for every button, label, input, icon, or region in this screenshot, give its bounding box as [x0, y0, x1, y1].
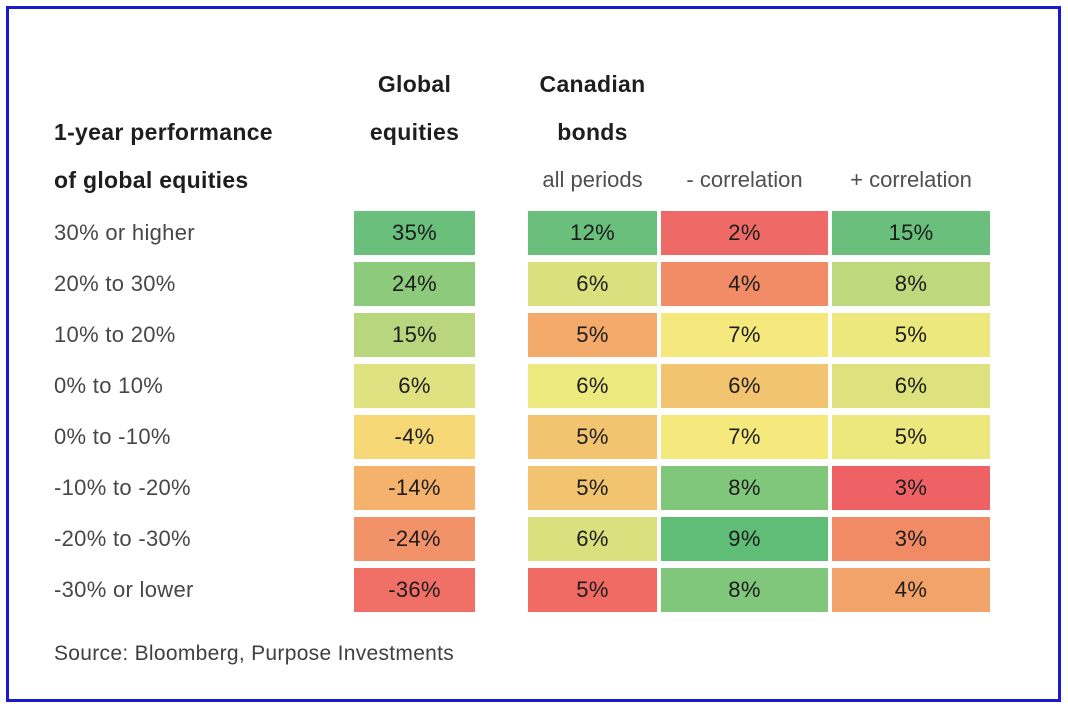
cell-neg-correlation: 8%: [661, 466, 828, 510]
global-equities-header-line2: equities: [369, 119, 460, 145]
column-header-pos-correlation: + correlation: [832, 54, 990, 204]
cell-neg-correlation: 2%: [661, 211, 828, 255]
cell-all-periods: 12%: [528, 211, 657, 255]
cell-global-equities: -4%: [354, 415, 475, 459]
cell-all-periods: 5%: [528, 466, 657, 510]
cell-all-periods: 6%: [528, 262, 657, 306]
column-gap: [479, 568, 524, 612]
column-header-neg-correlation: - correlation: [661, 54, 828, 204]
row-label: -30% or lower: [54, 577, 194, 602]
source-note: Source: Bloomberg, Purpose Investments: [54, 642, 455, 665]
canadian-bonds-header-line2: bonds: [557, 119, 628, 145]
cell-pos-correlation: 8%: [832, 262, 990, 306]
column-gap: [479, 415, 524, 459]
row-label: 30% or higher: [54, 220, 195, 245]
row-axis-title-line1: 1-year performance: [54, 119, 273, 145]
column-header-global-equities: Global equities: [354, 54, 475, 204]
row-axis-title-line2: of global equities: [54, 167, 249, 193]
cell-global-equities: -24%: [354, 517, 475, 561]
subheader-all-periods: all periods: [542, 167, 643, 192]
table-grid: 1-year performance of global equities Gl…: [54, 54, 990, 612]
cell-neg-correlation: 6%: [661, 364, 828, 408]
row-label: -10% to -20%: [54, 475, 191, 500]
cell-pos-correlation: 3%: [832, 517, 990, 561]
column-gap: [479, 517, 524, 561]
cell-global-equities: -14%: [354, 466, 475, 510]
cell-pos-correlation: 4%: [832, 568, 990, 612]
column-gap: [479, 262, 524, 306]
header-gap-column: [479, 54, 524, 204]
cell-pos-correlation: 5%: [832, 313, 990, 357]
row-label: 0% to 10%: [54, 373, 164, 398]
cell-pos-correlation: 3%: [832, 466, 990, 510]
column-gap: [479, 364, 524, 408]
cell-pos-correlation: 15%: [832, 211, 990, 255]
cell-global-equities: 24%: [354, 262, 475, 306]
global-equities-header-line1: Global: [377, 71, 452, 97]
cell-neg-correlation: 9%: [661, 517, 828, 561]
header-spacer: [354, 156, 475, 204]
row-label: 20% to 30%: [54, 271, 176, 296]
canadian-bonds-header-line1: Canadian: [539, 71, 646, 97]
subheader-pos-correlation: + correlation: [850, 167, 972, 192]
cell-neg-correlation: 7%: [661, 415, 828, 459]
column-gap: [479, 466, 524, 510]
row-label: -20% to -30%: [54, 526, 191, 551]
cell-neg-correlation: 4%: [661, 262, 828, 306]
outer-frame: 1-year performance of global equities Gl…: [6, 6, 1061, 702]
cell-all-periods: 5%: [528, 568, 657, 612]
cell-all-periods: 6%: [528, 517, 657, 561]
cell-all-periods: 6%: [528, 364, 657, 408]
cell-pos-correlation: 6%: [832, 364, 990, 408]
column-header-canadian-bonds: Canadian bonds all periods: [528, 54, 657, 204]
cell-neg-correlation: 8%: [661, 568, 828, 612]
row-label: 10% to 20%: [54, 322, 176, 347]
cell-neg-correlation: 7%: [661, 313, 828, 357]
heatmap-table: 1-year performance of global equities Gl…: [54, 54, 990, 666]
cell-global-equities: 35%: [354, 211, 475, 255]
column-gap: [479, 313, 524, 357]
cell-global-equities: -36%: [354, 568, 475, 612]
subheader-neg-correlation: - correlation: [686, 167, 803, 192]
cell-global-equities: 15%: [354, 313, 475, 357]
cell-global-equities: 6%: [354, 364, 475, 408]
column-gap: [479, 211, 524, 255]
cell-pos-correlation: 5%: [832, 415, 990, 459]
row-label: 0% to -10%: [54, 424, 171, 449]
cell-all-periods: 5%: [528, 313, 657, 357]
row-axis-title: 1-year performance of global equities: [54, 54, 350, 204]
cell-all-periods: 5%: [528, 415, 657, 459]
